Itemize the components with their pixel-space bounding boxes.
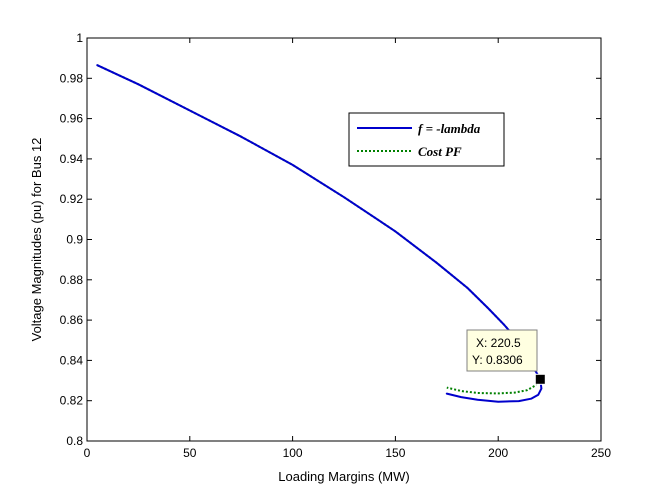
- y-tick-label: 0.88: [60, 273, 84, 287]
- x-tick-label: 50: [183, 446, 197, 460]
- y-tick-label: 0.84: [60, 353, 84, 367]
- datatip-box: [466, 329, 538, 372]
- datatip-y-value: Y: 0.8306: [472, 353, 523, 367]
- y-axis-label: Voltage Magnitudes (pu) for Bus 12: [29, 138, 44, 342]
- x-tick-label: 250: [591, 446, 611, 460]
- legend: f = -lambda Cost PF: [348, 112, 505, 167]
- x-tick-label: 200: [488, 446, 508, 460]
- y-tick-label: 0.94: [60, 152, 84, 166]
- y-tick-label: 0.9: [66, 233, 83, 247]
- legend-label-cost-pf: Cost PF: [418, 144, 462, 159]
- x-axis-ticks: 0 50 100 150 200 250: [84, 38, 611, 460]
- y-tick-label: 0.8: [66, 434, 83, 448]
- series-line-cost-pf: [96, 64, 542, 395]
- legend-box: [348, 112, 505, 167]
- datatip[interactable]: X: 220.5 Y: 0.8306: [466, 329, 546, 385]
- y-tick-label: 0.92: [60, 192, 84, 206]
- y-tick-label: 0.82: [60, 394, 84, 408]
- y-tick-label: 0.86: [60, 313, 84, 327]
- plot-area: [87, 38, 601, 441]
- legend-label-f-lambda: f = -lambda: [418, 121, 481, 136]
- y-tick-label: 1: [76, 31, 83, 45]
- x-axis-label: Loading Margins (MW): [278, 469, 410, 484]
- x-tick-label: 150: [385, 446, 405, 460]
- x-tick-label: 100: [283, 446, 303, 460]
- x-tick-label: 0: [84, 446, 91, 460]
- y-tick-label: 0.96: [60, 112, 84, 126]
- y-axis-ticks: 0.8 0.82 0.84 0.86 0.88 0.9 0.92 0.94 0.96 0.98 1: [60, 31, 601, 448]
- datatip-marker[interactable]: [534, 373, 546, 385]
- datatip-x-value: X: 220.5: [476, 336, 521, 350]
- y-tick-label: 0.98: [60, 71, 84, 85]
